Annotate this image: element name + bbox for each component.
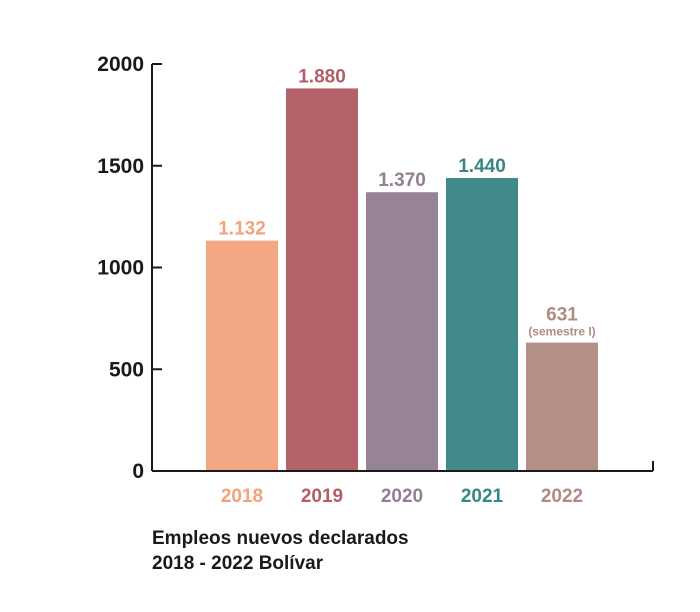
data-label-2020: 1.370	[378, 170, 426, 191]
caption-line-1: Empleos nuevos declarados	[152, 528, 409, 549]
data-label-2019: 1.880	[298, 66, 346, 87]
data-label-2021: 1.440	[458, 156, 506, 177]
bar-2022	[526, 342, 598, 471]
x-tick-label-2021: 2021	[461, 486, 504, 507]
y-tick-label: 2000	[97, 53, 144, 76]
caption-line-2: 2018 - 2022 Bolívar	[152, 553, 324, 574]
y-tick-label: 500	[109, 358, 144, 381]
data-label-2022: 631	[546, 305, 578, 326]
x-tick-label-2019: 2019	[301, 486, 343, 507]
x-tick-label-2020: 2020	[381, 486, 423, 507]
bar-2021	[446, 177, 518, 471]
y-tick-label: 0	[132, 460, 144, 483]
y-tick-label: 1000	[97, 257, 144, 280]
data-note-2022: (semestre I)	[528, 325, 595, 339]
bar-chart: 0 500 1000 1500 2000 1.132 1.880 1.370 1.440 631…	[97, 53, 654, 507]
y-tick-label: 1500	[97, 155, 144, 178]
x-tick-label-2022: 2022	[541, 486, 583, 507]
bar-2020	[366, 192, 438, 471]
data-labels: 1.132 1.880 1.370 1.440 631(semestre I)	[218, 66, 595, 338]
x-tick-label-2018: 2018	[221, 486, 263, 507]
data-label-2018: 1.132	[218, 219, 266, 240]
bar-2019	[286, 88, 358, 472]
bars	[206, 88, 598, 472]
chart-caption: Empleos nuevos declarados 2018 - 2022 Bo…	[152, 526, 409, 576]
y-axis: 0 500 1000 1500 2000	[97, 53, 162, 483]
x-axis: 2018 2019 2020 2021 2022	[152, 461, 654, 507]
bar-2018	[206, 240, 278, 471]
